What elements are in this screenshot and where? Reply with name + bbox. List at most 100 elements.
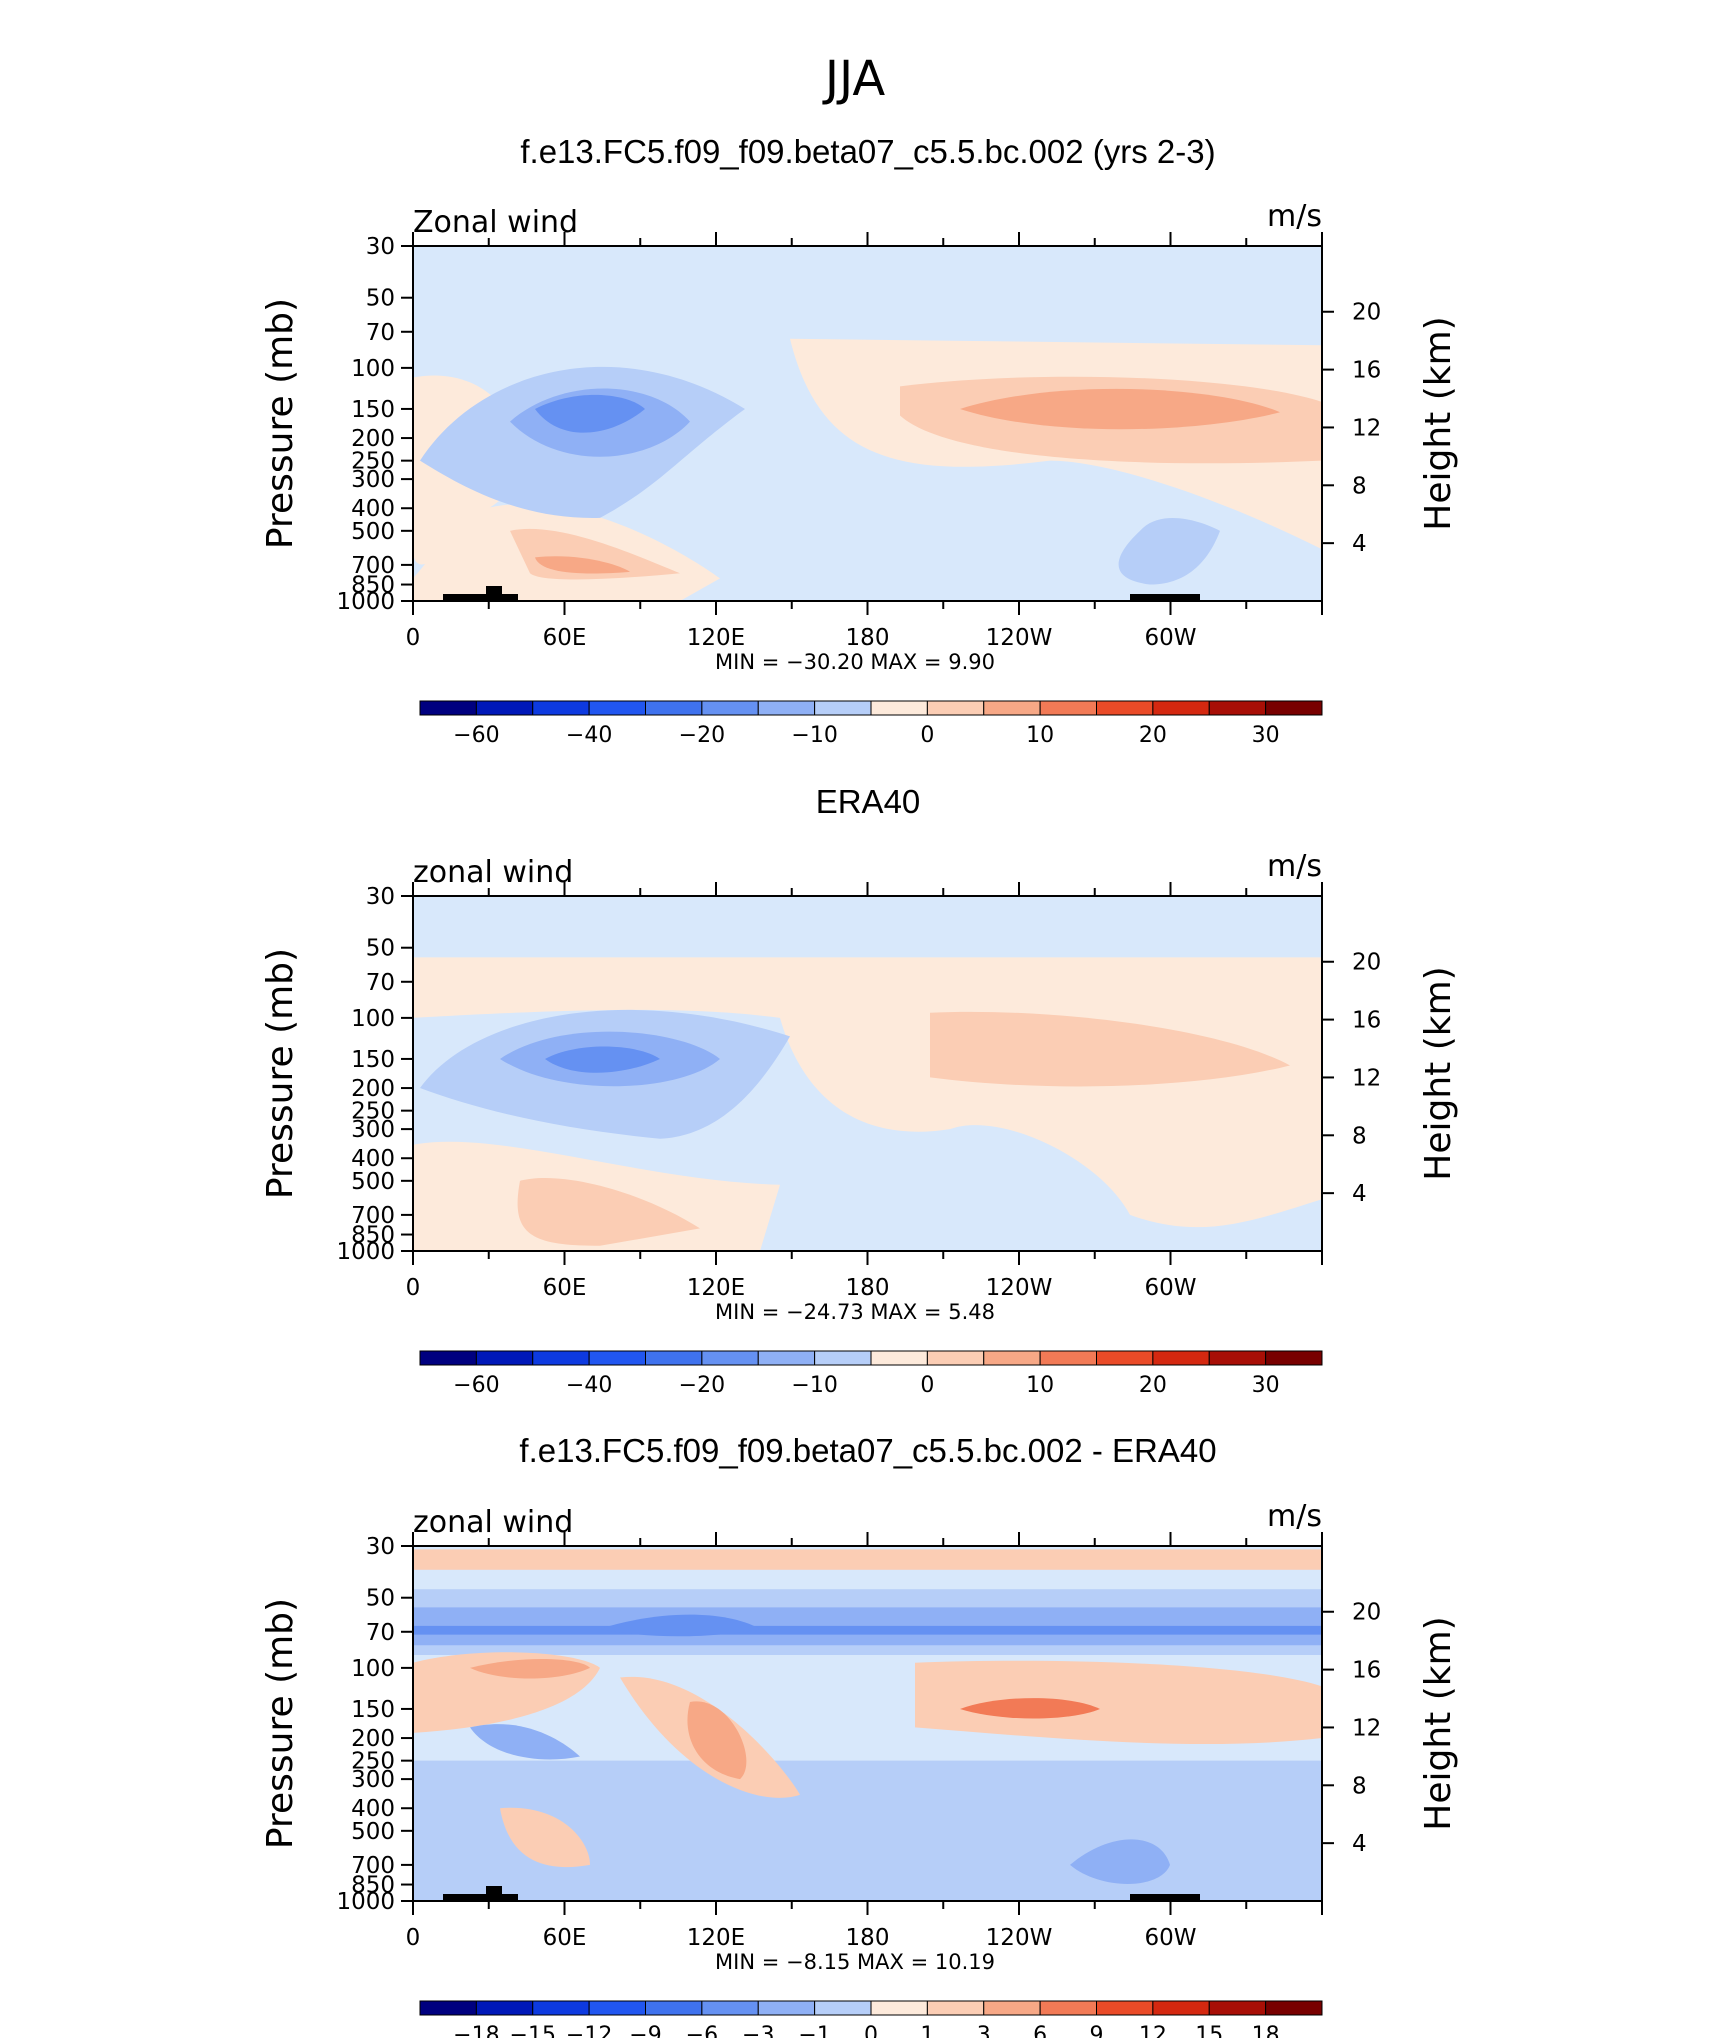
colorbar-box (926, 700, 985, 716)
colorbar-tick-label: 20 (1139, 1373, 1167, 1398)
figure-title: JJA (822, 51, 885, 107)
y-tick-label: 850 (351, 573, 395, 599)
x-tick-label: 120W (986, 1275, 1053, 1301)
colorbar-tick-label: −6 (686, 2023, 718, 2038)
colorbar-box (588, 1350, 646, 1366)
x-tick-label: 0 (406, 1925, 421, 1951)
colorbar-box (532, 2000, 590, 2016)
colorbar-box (419, 700, 477, 716)
panel-3: f.e13.FC5.f09_f09.beta07_c5.5.bc.002 - E… (260, 1432, 1459, 2038)
colorbar-box (645, 2000, 703, 2016)
contour-region (535, 556, 630, 574)
units-label: m/s (1267, 849, 1322, 884)
y-tick-label: 50 (366, 286, 395, 312)
colorbar-box (1208, 700, 1267, 716)
colorbar-tick-label: 30 (1252, 1373, 1280, 1398)
colorbar-tick-label: −12 (566, 2023, 612, 2038)
y2-axis-label: Height (km) (1418, 1616, 1459, 1830)
colorbar-box (757, 1350, 816, 1366)
x-tick-label: 180 (846, 1275, 890, 1301)
y-tick-label: 700 (351, 1853, 395, 1879)
y-tick-label: 150 (351, 1047, 395, 1073)
colorbar-tick-label: −1 (798, 2023, 830, 2038)
panel-2: ERA40 zonal wind m/s 0 60E 120E 180 120W 60W 30 5… (260, 783, 1459, 1398)
units-label: m/s (1267, 1499, 1322, 1534)
colorbar-tick-label: −10 (791, 1373, 837, 1398)
colorbar-box (419, 2000, 477, 2016)
colorbar-tick-label: −18 (453, 2023, 499, 2038)
y-tick-label: 850 (351, 1223, 395, 1249)
y-tick-label: 400 (351, 496, 395, 522)
x-tick-label: 60E (543, 625, 587, 651)
variable-label: Zonal wind (413, 205, 578, 240)
colorbar-tick-label: −3 (742, 2023, 774, 2038)
units-label: m/s (1267, 199, 1322, 234)
contour-region (960, 388, 1280, 430)
y2-tick-label: 12 (1352, 415, 1381, 441)
colorbar-box (1039, 1350, 1097, 1366)
contour-region (600, 1614, 760, 1637)
colorbar-box (475, 1350, 534, 1366)
panel-title: f.e13.FC5.f09_f09.beta07_c5.5.bc.002 - E… (519, 1432, 1216, 1469)
colorbar-box (983, 700, 1041, 716)
contour-region (687, 1701, 747, 1780)
min-max-stats: MIN = −24.73 MAX = 5.48 (715, 1300, 995, 1324)
x-tick-label: 120E (687, 625, 745, 651)
y-axis-label: Pressure (mb) (260, 948, 301, 1199)
colorbar-box (645, 700, 703, 716)
colorbar-box (419, 1350, 477, 1366)
y-tick-label: 1000 (336, 1889, 395, 1915)
y2-axis-label: Height (km) (1418, 316, 1459, 530)
colorbar-tick-label: −20 (679, 1373, 725, 1398)
x-tick-label: 120E (687, 1925, 745, 1951)
colorbar-tick-label: 10 (1026, 1373, 1054, 1398)
colorbar-box (1096, 700, 1154, 716)
x-tick-label: 120W (986, 625, 1053, 651)
y2-tick-label: 16 (1352, 1658, 1381, 1684)
terrain-mark (443, 594, 518, 601)
y-tick-label: 30 (366, 234, 395, 260)
y2-tick-label: 4 (1352, 1181, 1367, 1207)
y-tick-label: 700 (351, 553, 395, 579)
colorbar-box (926, 2000, 985, 2016)
contour-region (517, 1178, 700, 1246)
y-tick-label: 50 (366, 1586, 395, 1612)
contour-region (470, 1724, 580, 1760)
contour-region (545, 1046, 660, 1073)
y-tick-label: 500 (351, 519, 395, 545)
y2-tick-label: 16 (1352, 1008, 1381, 1034)
x-tick-label: 180 (846, 625, 890, 651)
colorbar-tick-label: 10 (1026, 723, 1054, 748)
colorbar-tick-label: 30 (1252, 723, 1280, 748)
y-tick-label: 200 (351, 1076, 395, 1102)
colorbar-box (1208, 2000, 1267, 2016)
colorbar-tick-label: −9 (629, 2023, 661, 2038)
y-tick-label: 150 (351, 1697, 395, 1723)
colorbar-tick-label: 6 (1033, 2023, 1047, 2038)
x-tick-label: 0 (406, 625, 421, 651)
y-axis-label: Pressure (mb) (260, 298, 301, 549)
colorbar-box (1152, 700, 1210, 716)
y-tick-label: 300 (351, 1117, 395, 1143)
contour-region (535, 394, 645, 433)
colorbar-box (645, 1350, 703, 1366)
colorbar-box (1152, 1350, 1210, 1366)
colorbar-box (701, 1350, 759, 1366)
colorbar-box (814, 1350, 872, 1366)
contour-region (1070, 1839, 1170, 1884)
colorbar-box (1096, 1350, 1154, 1366)
y-tick-label: 250 (351, 449, 395, 475)
terrain-mark (443, 1894, 518, 1901)
y2-tick-label: 4 (1352, 1831, 1367, 1857)
y-tick-label: 150 (351, 397, 395, 423)
y-tick-label: 70 (366, 970, 395, 996)
y-tick-label: 100 (351, 1006, 395, 1032)
y2-tick-label: 8 (1352, 1773, 1367, 1799)
colorbar-box (983, 1350, 1041, 1366)
terrain-mark (1130, 594, 1200, 601)
y2-tick-label: 20 (1352, 300, 1381, 326)
y-tick-label: 300 (351, 1767, 395, 1793)
colorbar-tick-label: 1 (920, 2023, 934, 2038)
y-tick-label: 850 (351, 1873, 395, 1899)
colorbar-tick-label: 12 (1139, 2023, 1167, 2038)
